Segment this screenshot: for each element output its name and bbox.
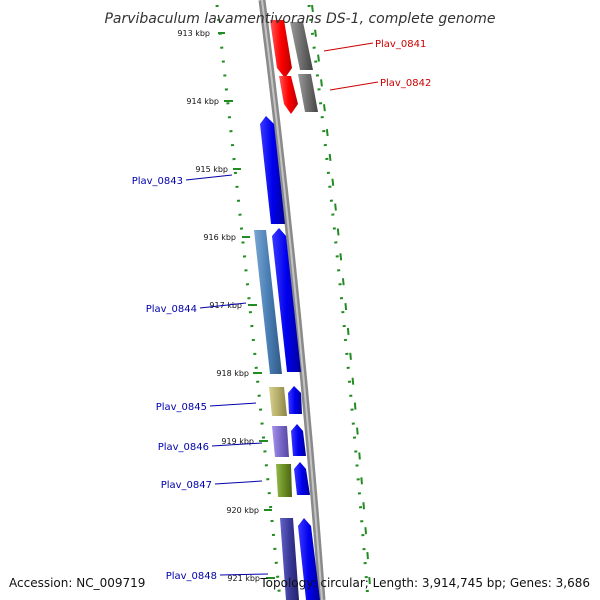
gene-label-plav-0846[interactable]: Plav_0846	[158, 442, 209, 453]
gene-plav-0847-cog	[276, 464, 292, 497]
tick-label: 919 kbp	[221, 437, 254, 446]
gene-plav-0844-cog	[254, 230, 282, 374]
gene-plav-0846-arrow[interactable]	[291, 424, 306, 456]
tick-label: 915 kbp	[195, 165, 228, 174]
tick-label: 918 kbp	[216, 369, 249, 378]
gene-plav-0846-cog	[272, 426, 289, 457]
leader-plav-0845	[209, 402, 257, 407]
topology-label: Topology: circular; Length: 3,914,745 bp…	[259, 576, 590, 590]
gene-plav-0845-arrow[interactable]	[288, 386, 302, 414]
gene-label-plav-0843[interactable]: Plav_0843	[132, 176, 183, 187]
gc-skew-outer-track-2	[311, 4, 372, 600]
leader-plav-0847	[214, 480, 263, 485]
gene-plav-0848-arrow[interactable]	[298, 518, 320, 600]
gene-label-plav-0842[interactable]: Plav_0842	[380, 78, 431, 89]
leader-plav-0846	[211, 442, 263, 447]
tick-label: 916 kbp	[203, 233, 236, 242]
gene-plav-0845-cog	[269, 387, 287, 416]
scale-ticks	[218, 32, 275, 579]
tick-label: 914 kbp	[186, 97, 219, 106]
gene-plav-0847-arrow[interactable]	[294, 462, 310, 495]
leader-plav-0848	[219, 573, 269, 576]
gene-plav-0843-arrow[interactable]	[260, 116, 285, 224]
gene-label-plav-0847[interactable]: Plav_0847	[161, 480, 212, 491]
gene-plav-0844-arrow[interactable]	[272, 228, 301, 372]
gene-label-plav-0845[interactable]: Plav_0845	[156, 402, 207, 413]
gene-leaders	[185, 42, 379, 576]
gene-plav-0841-arrow[interactable]	[270, 20, 292, 78]
gene-plav-0848-cog	[280, 518, 299, 600]
map-title: Parvibaculum lavamentivorans DS-1, compl…	[104, 11, 495, 27]
tick-label: 921 kbp	[227, 574, 260, 583]
leader-plav-0842	[329, 81, 379, 91]
tick-label: 913 kbp	[177, 29, 210, 38]
accession-label: Accession: NC_009719	[9, 576, 145, 590]
tick-label: 920 kbp	[226, 506, 259, 515]
gene-label-plav-0848[interactable]: Plav_0848	[166, 571, 217, 582]
gene-plav-0841-cog	[290, 22, 313, 70]
leader-plav-0843	[185, 174, 233, 181]
gene-label-plav-0844[interactable]: Plav_0844	[146, 304, 197, 315]
gene-plav-0842-arrow[interactable]	[279, 76, 298, 114]
gene-plav-0842-cog	[298, 74, 318, 112]
leader-plav-0844	[199, 302, 247, 309]
gene-label-plav-0841[interactable]: Plav_0841	[375, 39, 426, 50]
leader-plav-0841	[323, 42, 374, 52]
genome-backbone-highlight	[261, 0, 323, 600]
